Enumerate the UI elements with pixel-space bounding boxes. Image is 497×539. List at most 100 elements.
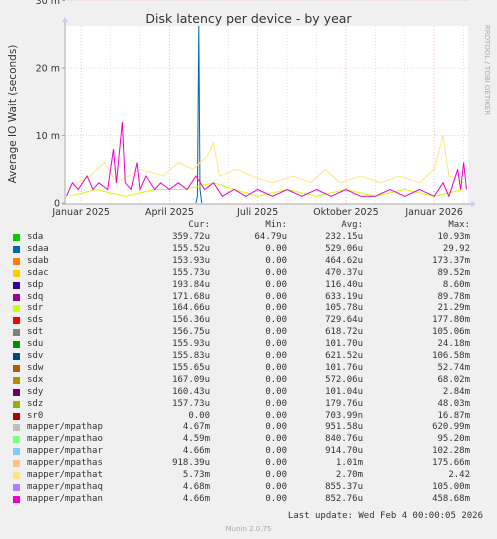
legend-avg-value: 529.06u [325, 243, 363, 254]
legend-avg-value: 914.70u [325, 446, 363, 457]
legend-max-value: 68.02m [437, 374, 470, 385]
legend-row: sdt 156.75u 0.00 618.72u 105.06m [0, 327, 497, 338]
legend-cur-value: 157.73u [172, 398, 210, 409]
legend-row: sdr 164.66u 0.00 105.78u 21.29m [0, 303, 497, 314]
chart-area: 010 m20 m30 m40 m50 m60 m70 m80 m90 m100… [36, 0, 476, 218]
legend-swatch [13, 424, 20, 432]
legend-min-value: 0.00 [265, 493, 287, 504]
legend-avg-value: 855.37u [325, 481, 363, 492]
legend-swatch [13, 257, 20, 265]
y-tick-label: 20 m [36, 64, 60, 75]
legend-device-name: sdu [27, 339, 44, 350]
legend-header-min: Min: [265, 220, 287, 230]
legend-min-value: 0.00 [265, 386, 287, 397]
legend-cur-value: 171.68u [172, 291, 210, 302]
legend-cur-value: 155.52u [172, 243, 210, 254]
legend-cur-value: 918.39u [172, 458, 210, 469]
legend-avg-value: 703.99n [325, 410, 363, 421]
legend-max-value: 89.78m [437, 291, 470, 302]
series-line [66, 135, 464, 190]
legend-avg-value: 852.76u [325, 493, 363, 504]
legend-cur-value: 4.68m [182, 481, 210, 492]
legend-max-value: 102.28m [432, 446, 470, 457]
legend-max-value: 21.29m [437, 303, 470, 314]
legend-row: sdac 155.73u 0.00 470.37u 89.52m [0, 268, 497, 279]
legend-min-value: 0.00 [265, 327, 287, 338]
x-axis-arrow [471, 201, 476, 207]
legend-cur-value: 155.83u [172, 351, 210, 361]
legend-max-value: 177.80m [432, 315, 470, 326]
legend-min-value: 64.79u [254, 232, 287, 242]
legend-row: mapper/mpathao 4.59m 0.00 840.76u 95.20m [0, 434, 497, 445]
legend-avg-value: 618.72u [325, 327, 363, 338]
legend-max-value: 16.87m [437, 410, 470, 421]
legend-swatch [13, 495, 20, 503]
legend-row: mapper/mpathat 5.73m 0.00 2.70m 2.42 [0, 470, 497, 481]
legend-cur-value: 4.67m [182, 422, 210, 433]
legend-cur-value: 164.66u [172, 303, 210, 314]
legend-avg-value: 105.78u [325, 303, 363, 314]
legend-min-value: 0.00 [265, 267, 287, 278]
legend-cur-value: 0.00 [188, 410, 210, 421]
legend-avg-value: 464.62u [325, 255, 363, 266]
legend-max-value: 458.68m [432, 493, 470, 504]
legend-row: sdv 155.83u 0.00 621.52u 106.58m [0, 351, 497, 362]
legend-row: sdp 193.84u 0.00 116.40u 8.60m [0, 280, 497, 291]
legend-cur-value: 193.84u [172, 279, 210, 290]
legend-max-value: 8.60m [442, 279, 470, 290]
legend-device-name: mapper/mpathar [27, 446, 103, 457]
legend-min-value: 0.00 [265, 255, 287, 266]
legend-header: Cur: Min: Avg: Max: [0, 220, 497, 231]
legend-max-value: 52.74m [437, 362, 470, 373]
legend-swatch [13, 388, 20, 396]
legend-max-value: 48.03m [437, 398, 470, 409]
legend-cur-value: 155.93u [172, 339, 210, 350]
legend-cur-value: 155.65u [172, 362, 210, 373]
legend-swatch [13, 329, 20, 337]
legend-row: mapper/mpathaq 4.68m 0.00 855.37u 105.00m [0, 482, 497, 493]
legend-cur-value: 4.59m [182, 434, 210, 445]
x-tick-label: Juli 2025 [236, 207, 278, 218]
legend-swatch [13, 234, 20, 241]
legend-swatch [13, 353, 20, 360]
legend-device-name: mapper/mpathas [27, 458, 103, 469]
legend-row: sdz 157.73u 0.00 179.76u 48.03m [0, 399, 497, 410]
legend-device-name: sdp [27, 279, 44, 290]
legend-min-value: 0.00 [265, 374, 287, 385]
legend-row: mapper/mpathap 4.67m 0.00 951.58u 620.99m [0, 422, 497, 433]
legend-device-name: sdr [27, 303, 44, 314]
legend-device-name: mapper/mpathan [27, 493, 103, 504]
legend-min-value: 0.00 [265, 362, 287, 373]
legend-min-value: 0.00 [265, 446, 287, 457]
legend-cur-value: 160.43u [172, 386, 210, 397]
legend-device-name: sda [27, 232, 44, 242]
legend-device-name: mapper/mpathat [27, 470, 103, 480]
legend-swatch [13, 281, 20, 289]
legend-header-avg: Avg: [341, 220, 363, 230]
legend-avg-value: 232.15u [325, 232, 363, 242]
legend-min-value: 0.00 [265, 481, 287, 492]
legend-device-name: sdaa [27, 243, 49, 254]
legend-row: sdq 171.68u 0.00 633.19u 89.78m [0, 292, 497, 303]
legend-row: sdab 153.93u 0.00 464.62u 173.37m [0, 256, 497, 267]
last-update: Last update: Wed Feb 4 00:00:05 2026 [287, 511, 483, 521]
munin-version: Munin 2.0.75 [225, 525, 272, 533]
legend-cur-value: 153.93u [172, 255, 210, 266]
legend-swatch [13, 460, 20, 468]
legend-swatch [13, 436, 20, 444]
legend-cur-value: 359.72u [172, 232, 210, 242]
legend-swatch [13, 400, 20, 408]
legend-swatch [13, 269, 20, 277]
legend-max-value: 2.42 [448, 470, 470, 480]
y-axis-arrow [62, 17, 68, 22]
legend-swatch [13, 317, 20, 325]
legend-min-value: 0.00 [265, 434, 287, 445]
legend-device-name: sdab [27, 255, 49, 266]
series-line [195, 25, 203, 204]
legend-min-value: 0.00 [265, 422, 287, 433]
legend-min-value: 0.00 [265, 279, 287, 290]
legend-header-cur: Cur: [188, 220, 210, 230]
legend-swatch [13, 245, 20, 253]
legend-swatch [13, 364, 20, 372]
legend-swatch [13, 305, 20, 313]
